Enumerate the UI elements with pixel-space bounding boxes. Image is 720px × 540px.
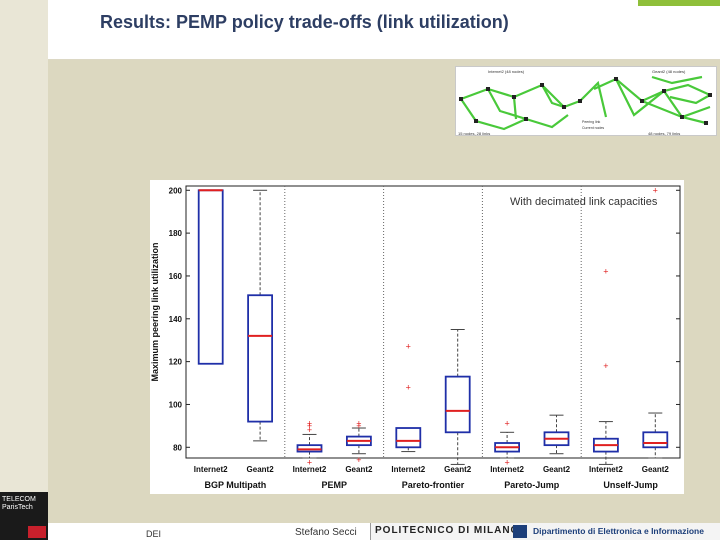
map-legend-current: Current nodes xyxy=(582,126,604,130)
telecom-logo-mark xyxy=(28,526,46,538)
polimi-mark-icon xyxy=(513,525,527,538)
x-tick-label: Internet2 xyxy=(194,465,228,474)
box xyxy=(444,375,471,434)
map-right-caption: 48 nodes, 79 links xyxy=(648,131,680,136)
outlier-marker: + xyxy=(307,425,312,435)
outlier-marker: + xyxy=(504,419,509,429)
map-right-title: Geant2 (48 nodes) xyxy=(652,69,686,74)
y-tick-label: 120 xyxy=(169,358,183,367)
y-tick-label: 80 xyxy=(173,443,182,452)
map-left-caption: 15 nodes, 28 links xyxy=(458,131,490,136)
telecom-logo-text: TELECOM ParisTech xyxy=(2,496,36,511)
x-tick-label: Internet2 xyxy=(490,465,524,474)
slide-title: Results: PEMP policy trade-offs (link ut… xyxy=(100,12,509,32)
group-label: Pareto-frontier xyxy=(402,480,465,490)
chart-annotation: With decimated link capacities xyxy=(510,196,658,208)
box xyxy=(296,444,323,453)
polimi-name: POLITECNICO DI MILANO xyxy=(375,525,520,536)
footer-dei: DEI xyxy=(146,529,162,539)
group-label: BGP Multipath xyxy=(204,480,266,490)
y-axis-label: Maximum peering link utilization xyxy=(150,242,160,381)
outlier-marker: + xyxy=(307,419,312,429)
box xyxy=(642,431,669,449)
group-label: PEMP xyxy=(321,480,347,490)
box xyxy=(395,427,422,449)
outlier-marker: + xyxy=(653,185,658,195)
x-tick-label: Geant2 xyxy=(642,465,670,474)
group-label: Pareto-Jump xyxy=(504,480,560,490)
footer: DEI Stefano Secci POLITECNICO DI MILANO … xyxy=(48,523,720,540)
group-label: Unself-Jump xyxy=(603,480,658,490)
x-tick-label: Internet2 xyxy=(391,465,425,474)
telecom-logo: TELECOM ParisTech xyxy=(0,492,48,540)
title-bar: Results: PEMP policy trade-offs (link ut… xyxy=(48,0,720,60)
box xyxy=(197,189,224,365)
map-left-title: Internet2 (48 nodes) xyxy=(488,69,525,74)
y-tick-label: 160 xyxy=(169,272,183,281)
y-tick-label: 200 xyxy=(169,186,183,195)
x-tick-label: Geant2 xyxy=(543,465,571,474)
outlier-marker: + xyxy=(307,457,312,467)
x-tick-label: Geant2 xyxy=(444,465,472,474)
x-tick-label: Geant2 xyxy=(345,465,373,474)
outlier-marker: + xyxy=(603,361,608,371)
polimi-logo: POLITECNICO DI MILANO Dipartimento di El… xyxy=(370,523,720,540)
x-tick-label: Internet2 xyxy=(589,465,623,474)
plot-frame xyxy=(185,185,681,459)
x-tick-label: Geant2 xyxy=(247,465,275,474)
y-tick-label: 180 xyxy=(169,229,183,238)
outlier-marker: + xyxy=(356,421,361,431)
left-strip xyxy=(0,0,48,540)
outlier-marker: + xyxy=(603,267,608,277)
outlier-marker: + xyxy=(356,419,361,429)
network-map-graphic: Internet2 (48 nodes) Geant2 (48 nodes) P… xyxy=(458,69,712,136)
box xyxy=(247,294,273,423)
accent-tab xyxy=(638,0,720,6)
boxplot-chart: Maximum peering link utilization 80 100 12… xyxy=(150,180,684,494)
outlier-marker: + xyxy=(307,421,312,431)
y-tick-label: 140 xyxy=(169,315,183,324)
map-legend-peering: Peering link xyxy=(582,120,601,124)
footer-author: Stefano Secci xyxy=(295,527,357,538)
outlier-marker: + xyxy=(406,382,411,392)
x-tick-label: Internet2 xyxy=(293,465,327,474)
outlier-marker: + xyxy=(504,457,509,467)
polimi-department: Dipartimento di Elettronica e Informazio… xyxy=(533,526,704,536)
outlier-marker: + xyxy=(356,455,361,465)
network-map-thumbnail: Internet2 (48 nodes) Geant2 (48 nodes) P… xyxy=(455,66,717,136)
y-tick-label: 100 xyxy=(169,400,183,409)
outlier-marker: + xyxy=(406,342,411,352)
boxplot-svg: Maximum peering link utilization 80 100 12… xyxy=(150,185,681,490)
